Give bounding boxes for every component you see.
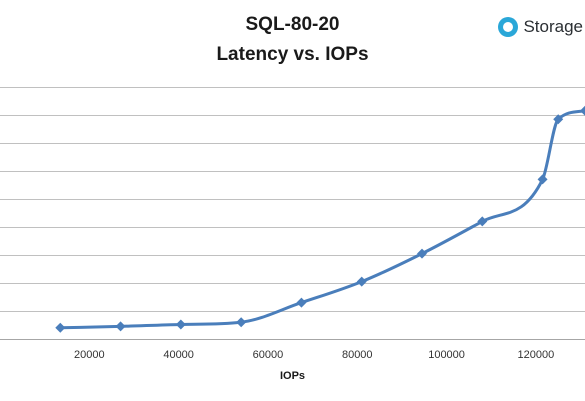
data-point-marker [537,174,548,185]
chart-title: SQL-80-20 [245,14,340,35]
data-point-marker [477,216,488,227]
x-tick-label: 60000 [253,349,284,361]
x-tick-label: 40000 [163,349,194,361]
data-point-marker [55,322,66,333]
data-point-marker [296,297,307,308]
x-axis-label: IOPs [279,370,306,382]
data-point-marker [175,319,186,330]
data-point-marker [356,276,367,287]
chart-subtitle: Latency vs. IOPs [216,44,369,65]
data-point-marker [236,317,247,328]
series-markers [55,105,585,333]
x-tick-label: 100000 [428,349,465,361]
storage-logo-text: Storage [523,17,583,36]
x-tick-label: 20000 [74,349,105,361]
data-point-marker [115,321,126,332]
gridlines [0,87,585,340]
data-point-marker [553,114,564,125]
data-point-marker [580,105,585,116]
storage-logo-icon [498,17,519,37]
x-tick-label: 80000 [342,349,373,361]
data-point-marker [417,248,428,259]
x-axis-ticks: 20000 40000 60000 80000 100000 120000 [74,349,554,361]
x-tick-label: 120000 [518,349,555,361]
storage-logo: Storage [498,14,583,40]
